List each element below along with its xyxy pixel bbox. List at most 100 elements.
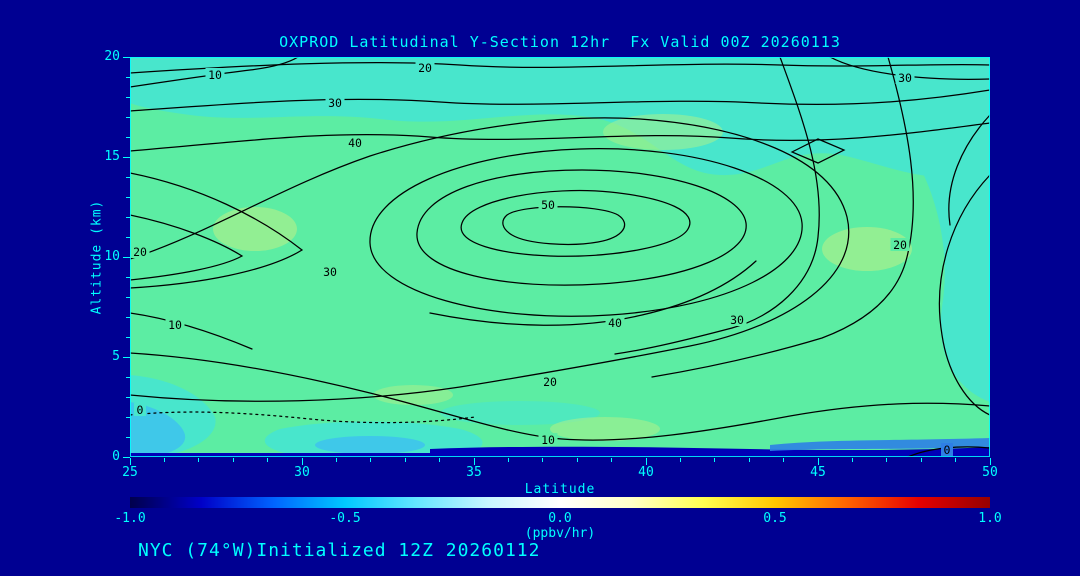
contour-line <box>938 174 991 416</box>
colorbar-tick-label: 0.5 <box>763 511 787 526</box>
contour-line <box>429 260 757 326</box>
contour-line-zero-dashed <box>129 411 476 424</box>
x-tick <box>301 458 303 465</box>
x-tick <box>163 458 165 462</box>
contour-label: 20 <box>133 245 147 259</box>
x-tick <box>232 458 234 462</box>
contour-line <box>129 312 253 350</box>
fill-surface-blue-stripe <box>770 438 990 451</box>
x-tick <box>129 458 131 465</box>
contour-line <box>829 56 991 80</box>
y-tick <box>126 316 130 318</box>
y-tick-label: 5 <box>112 349 120 364</box>
contour-label: 30 <box>730 313 744 327</box>
x-tick <box>439 458 441 462</box>
x-axis-title: Latitude <box>524 482 596 497</box>
fill-patch <box>440 401 600 425</box>
contour-label-bg <box>320 265 340 278</box>
contour-line <box>948 114 991 226</box>
y-tick <box>126 176 130 178</box>
x-tick-label: 35 <box>466 465 482 480</box>
contour-line <box>129 89 991 112</box>
x-tick-label: 45 <box>810 465 826 480</box>
contour-label: 10 <box>541 433 555 447</box>
contour-label: 20 <box>543 375 557 389</box>
plot-frame <box>130 57 990 457</box>
colorbar-tick-label: 1.0 <box>978 511 1002 526</box>
contour-label-bg <box>538 433 558 446</box>
x-tick <box>645 458 647 465</box>
fill-patch <box>822 227 912 271</box>
y-tick <box>126 376 130 378</box>
contour-line <box>129 56 299 88</box>
colorbar <box>130 497 990 508</box>
fill-patch <box>550 417 660 441</box>
plot-area: 10 20 30 30 40 50 20 30 10 40 30 20 20 10 0 0 <box>129 56 991 460</box>
contour-diamond <box>790 138 846 164</box>
contour-line <box>129 117 850 402</box>
contour-label-bg <box>415 61 435 74</box>
contour-line <box>129 172 304 289</box>
x-tick <box>989 458 991 465</box>
contour-label: 50 <box>541 198 555 212</box>
x-tick <box>611 458 613 462</box>
contour-label-bg <box>540 375 560 388</box>
y-tick <box>123 456 130 458</box>
x-tick <box>576 458 578 462</box>
contour-line <box>416 169 747 286</box>
contour-line <box>129 352 991 441</box>
x-tick <box>920 458 922 462</box>
colorbar-units: (ppbv/hr) <box>524 526 596 541</box>
fill-patch <box>213 207 297 251</box>
contour-label-bg <box>605 316 625 329</box>
chart-title: OXPROD Latitudinal Y-Section 12hr Fx Val… <box>279 33 841 51</box>
x-tick <box>817 458 819 465</box>
x-tick <box>851 458 853 462</box>
y-tick <box>123 256 130 258</box>
x-tick <box>404 458 406 462</box>
contour-label: 10 <box>168 318 182 332</box>
contour-label: 40 <box>348 136 362 150</box>
x-tick <box>886 458 888 462</box>
x-tick <box>542 458 544 462</box>
contour-line <box>369 148 803 317</box>
contour-line <box>502 206 626 246</box>
contour-line <box>129 214 244 281</box>
x-tick-label: 30 <box>294 465 310 480</box>
y-tick-label: 20 <box>104 49 120 64</box>
contour-label-bg <box>895 71 915 84</box>
colorbar-tick-label: -1.0 <box>114 511 146 526</box>
y-tick <box>126 196 130 198</box>
x-tick <box>783 458 785 462</box>
x-tick-label: 25 <box>122 465 138 480</box>
x-tick <box>507 458 509 462</box>
contour-label: 30 <box>328 96 342 110</box>
y-tick <box>126 136 130 138</box>
contour-label-bg <box>890 238 910 251</box>
y-tick <box>126 396 130 398</box>
fill-patch <box>373 385 453 405</box>
contour-label-bg <box>130 245 150 258</box>
contour-labels: 10 20 30 30 40 50 20 30 10 40 30 20 20 10 0 0 <box>130 61 953 457</box>
fill-right-strip <box>920 157 990 402</box>
contour-label-bg <box>325 96 345 109</box>
contour-lines <box>129 56 991 458</box>
x-tick <box>714 458 716 462</box>
x-tick <box>955 458 957 462</box>
fill-patch <box>603 114 723 150</box>
contour-label: 10 <box>208 68 222 82</box>
y-tick <box>126 236 130 238</box>
contour-line <box>129 122 991 152</box>
contour-label-bg <box>165 318 185 331</box>
contour-label: 30 <box>323 265 337 279</box>
filled-contours <box>130 57 990 460</box>
contour-label: 0 <box>944 443 951 457</box>
y-tick-label: 15 <box>104 149 120 164</box>
y-tick <box>126 436 130 438</box>
contour-line <box>460 189 691 257</box>
y-tick <box>126 276 130 278</box>
y-tick <box>126 336 130 338</box>
contour-label: 30 <box>898 71 912 85</box>
x-tick <box>267 458 269 462</box>
y-tick-label: 10 <box>104 249 120 264</box>
